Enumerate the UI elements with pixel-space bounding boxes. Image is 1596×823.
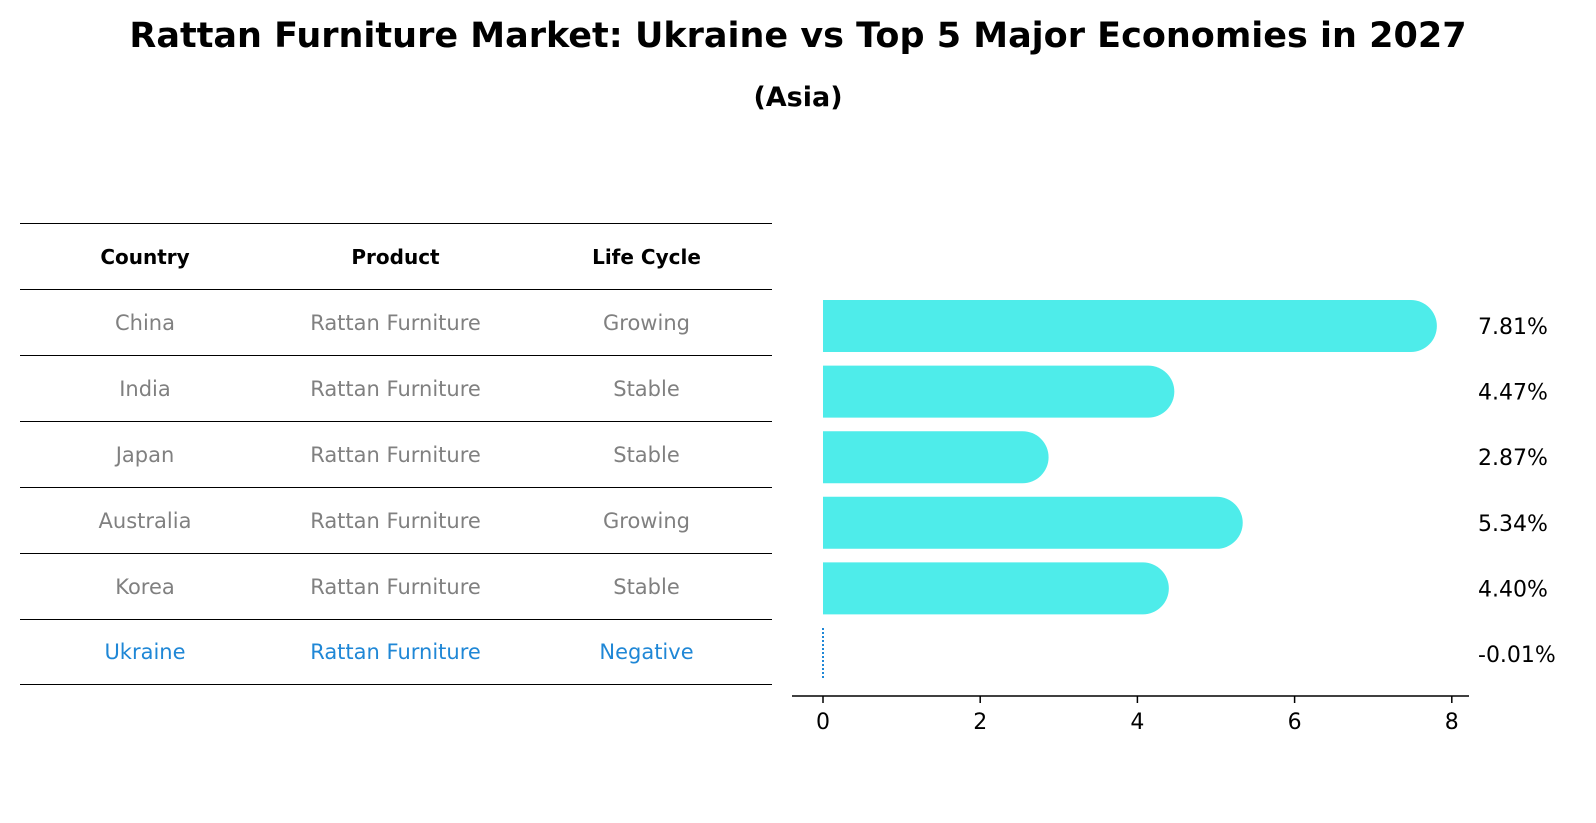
- value-label-ukraine: -0.01%: [1478, 643, 1556, 668]
- cell-life-cycle: Negative: [599, 640, 694, 664]
- table-row: China Rattan Furniture Growing: [20, 289, 772, 355]
- table-row: Japan Rattan Furniture Stable: [20, 421, 772, 487]
- table-header-row: Country Product Life Cycle: [20, 223, 772, 289]
- cell-product: Rattan Furniture: [310, 442, 481, 467]
- cell-life-cycle: Growing: [603, 310, 690, 335]
- value-label-korea: 4.40%: [1478, 577, 1548, 602]
- table-row-highlighted: Ukraine Rattan Furniture Negative: [20, 619, 772, 685]
- x-tick-label: 0: [816, 710, 830, 735]
- bar-india: [823, 365, 1175, 418]
- x-tick-label: 4: [1130, 710, 1144, 735]
- bar-japan: [823, 431, 1049, 484]
- cell-product: Rattan Furniture: [310, 376, 481, 401]
- header-life-cycle: Life Cycle: [592, 244, 701, 269]
- cell-country: Ukraine: [104, 640, 186, 664]
- table-row: Australia Rattan Furniture Growing: [20, 487, 772, 553]
- cell-life-cycle: Stable: [613, 574, 680, 599]
- cell-country: Australia: [98, 508, 192, 533]
- bar-korea: [823, 562, 1169, 615]
- chart-subtitle: (Asia): [753, 82, 843, 113]
- cell-life-cycle: Stable: [613, 442, 680, 467]
- value-label-australia: 5.34%: [1478, 512, 1548, 537]
- cell-country: China: [115, 310, 175, 335]
- x-tick-label: 6: [1288, 710, 1302, 735]
- table-row: India Rattan Furniture Stable: [20, 355, 772, 421]
- x-tick-label: 2: [973, 710, 987, 735]
- table-row: Korea Rattan Furniture Stable: [20, 553, 772, 619]
- cell-product: Rattan Furniture: [310, 508, 481, 533]
- value-label-india: 4.47%: [1478, 381, 1548, 406]
- bar-australia: [823, 496, 1243, 549]
- chart-title: Rattan Furniture Market: Ukraine vs Top …: [129, 16, 1467, 56]
- cell-product: Rattan Furniture: [310, 310, 481, 335]
- header-country: Country: [100, 244, 190, 269]
- header-product: Product: [351, 244, 440, 269]
- cell-country: India: [119, 376, 171, 401]
- cell-life-cycle: Growing: [603, 508, 690, 533]
- x-tick-label: 8: [1445, 710, 1459, 735]
- cell-country: Korea: [115, 574, 175, 599]
- cell-life-cycle: Stable: [613, 376, 680, 401]
- country-table: Country Product Life Cycle China Rattan …: [20, 223, 772, 685]
- bar-china: [823, 300, 1437, 352]
- cell-product: Rattan Furniture: [310, 640, 481, 664]
- cell-country: Japan: [115, 442, 175, 467]
- value-label-china: 7.81%: [1478, 315, 1548, 340]
- cell-product: Rattan Furniture: [310, 574, 481, 599]
- value-label-japan: 2.87%: [1478, 446, 1548, 471]
